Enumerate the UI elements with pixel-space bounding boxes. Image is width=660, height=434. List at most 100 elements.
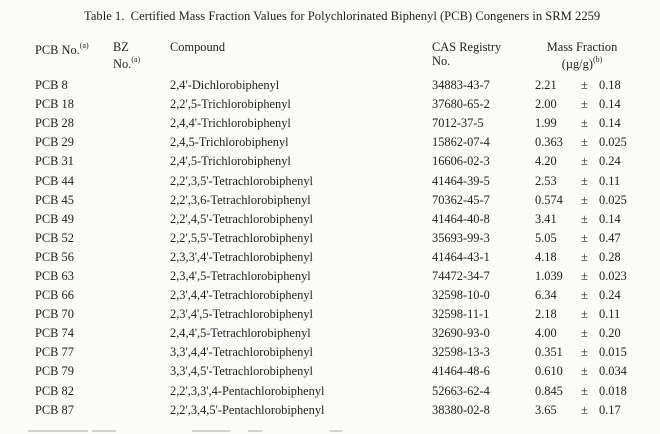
pcb-no-cell: PCB 18 — [35, 97, 74, 112]
cas-number-cell: 34883-43-7 — [432, 78, 490, 93]
plus-minus-sign: ± — [581, 307, 588, 322]
mass-fraction-uncertainty: 0.11 — [599, 307, 621, 322]
plus-minus-sign: ± — [581, 288, 588, 303]
plus-minus-sign: ± — [581, 230, 588, 245]
pcb-no-cell: PCB 74 — [35, 326, 74, 341]
mass-fraction-cell: 1.039 ± 0.023 — [535, 269, 627, 284]
table-row: PCB 87 2,2',3,4,5'-Pentachlorobiphenyl 3… — [0, 401, 660, 420]
column-header-bz-line1: BZ — [113, 40, 129, 54]
mass-fraction-value: 0.574 — [535, 192, 563, 207]
compound-cell: 2,2',5,5'-Tetrachlorobiphenyl — [170, 230, 313, 245]
table-row: PCB 49 2,2',4,5'-Tetrachlorobiphenyl 414… — [0, 210, 660, 229]
mass-fraction-value: 4.00 — [535, 326, 557, 341]
plus-minus-sign: ± — [581, 345, 588, 360]
clipped-footnote-fragment — [28, 430, 88, 432]
plus-minus-sign: ± — [581, 364, 588, 379]
mass-fraction-value: 2.00 — [535, 97, 557, 112]
column-header-cas-line1: CAS Registry — [432, 40, 502, 54]
cas-number-cell: 41464-43-1 — [432, 249, 490, 264]
mass-fraction-uncertainty: 0.14 — [599, 211, 621, 226]
mass-fraction-cell: 0.845 ± 0.018 — [535, 384, 627, 399]
column-header-pcb-no-label: PCB No. — [35, 43, 80, 58]
footnote-marker-a: (a) — [79, 41, 89, 50]
plus-minus-sign: ± — [581, 97, 588, 112]
column-header-mass-fraction: Mass Fraction (µg/g)(b) — [535, 40, 629, 71]
clipped-footnote-fragment — [330, 430, 342, 432]
mass-fraction-value: 3.65 — [535, 402, 557, 417]
mass-fraction-uncertainty: 0.11 — [599, 173, 621, 188]
plus-minus-sign: ± — [581, 211, 588, 226]
mass-fraction-value: 2.21 — [535, 78, 557, 93]
table-row: PCB 52 2,2',5,5'-Tetrachlorobiphenyl 356… — [0, 229, 660, 248]
compound-cell: 2,3,3',4'-Tetrachlorobiphenyl — [170, 249, 313, 264]
mass-fraction-cell: 0.363 ± 0.025 — [535, 135, 627, 150]
mass-fraction-value: 0.845 — [535, 383, 563, 398]
table-row: PCB 77 3,3',4,4'-Tetrachlorobiphenyl 325… — [0, 343, 660, 362]
compound-cell: 3,3',4,5'-Tetrachlorobiphenyl — [170, 364, 313, 379]
pcb-no-cell: PCB 31 — [35, 154, 74, 169]
column-header-bz-no: BZ No.(a) — [113, 40, 140, 71]
compound-cell: 2,2',3,3',4-Pentachlorobiphenyl — [170, 383, 325, 398]
mass-fraction-cell: 6.34 ± 0.24 — [535, 288, 621, 303]
table-row: PCB 56 2,3,3',4'-Tetrachlorobiphenyl 414… — [0, 248, 660, 267]
compound-cell: 2,2',3,5'-Tetrachlorobiphenyl — [170, 173, 313, 188]
mass-fraction-uncertainty: 0.20 — [599, 326, 621, 341]
cas-number-cell: 16606-02-3 — [432, 154, 490, 169]
column-header-pcb-no: PCB No.(a) — [35, 40, 89, 57]
pcb-no-cell: PCB 70 — [35, 307, 74, 322]
mass-fraction-value: 6.34 — [535, 288, 557, 303]
table-row: PCB 45 2,2',3,6-Tetrachlorobiphenyl 7036… — [0, 191, 660, 210]
pcb-no-cell: PCB 56 — [35, 249, 74, 264]
pcb-no-cell: PCB 66 — [35, 288, 74, 303]
cas-number-cell: 41464-48-6 — [432, 364, 490, 379]
cas-number-cell: 32690-93-0 — [432, 326, 490, 341]
pcb-no-cell: PCB 8 — [35, 78, 68, 93]
mass-fraction-uncertainty: 0.17 — [599, 402, 621, 417]
mass-fraction-cell: 0.351 ± 0.015 — [535, 345, 627, 360]
table-row: PCB 66 2,3',4,4'-Tetrachlorobiphenyl 325… — [0, 286, 660, 305]
mass-fraction-uncertainty: 0.14 — [599, 116, 621, 131]
pcb-no-cell: PCB 28 — [35, 116, 74, 131]
cas-number-cell: 70362-45-7 — [432, 192, 490, 207]
mass-fraction-uncertainty: 0.18 — [599, 78, 621, 93]
cas-number-cell: 38380-02-8 — [432, 402, 490, 417]
compound-cell: 3,3',4,4'-Tetrachlorobiphenyl — [170, 345, 313, 360]
table-row: PCB 29 2,4,5-Trichlorobiphenyl 15862-07-… — [0, 133, 660, 152]
pcb-no-cell: PCB 77 — [35, 345, 74, 360]
plus-minus-sign: ± — [581, 383, 588, 398]
cas-number-cell: 41464-39-5 — [432, 173, 490, 188]
table-row: PCB 31 2,4',5-Trichlorobiphenyl 16606-02… — [0, 152, 660, 171]
pcb-no-cell: PCB 45 — [35, 192, 74, 207]
mass-fraction-uncertainty: 0.28 — [599, 249, 621, 264]
mass-fraction-cell: 1.99 ± 0.14 — [535, 116, 621, 131]
mass-fraction-uncertainty: 0.015 — [599, 345, 627, 360]
mass-fraction-cell: 2.53 ± 0.11 — [535, 174, 620, 189]
column-header-cas: CAS Registry No. — [432, 40, 501, 68]
mass-fraction-cell: 3.41 ± 0.14 — [535, 212, 621, 227]
cas-number-cell: 32598-10-0 — [432, 288, 490, 303]
mass-fraction-cell: 2.18 ± 0.11 — [535, 307, 620, 322]
cas-number-cell: 15862-07-4 — [432, 135, 490, 150]
table-row: PCB 18 2,2',5-Trichlorobiphenyl 37680-65… — [0, 95, 660, 114]
cas-number-cell: 41464-40-8 — [432, 211, 490, 226]
plus-minus-sign: ± — [581, 326, 588, 341]
mass-fraction-cell: 2.00 ± 0.14 — [535, 97, 621, 112]
compound-cell: 2,4,4',5-Tetrachlorobiphenyl — [170, 326, 311, 341]
column-header-bz-line2: No. — [113, 57, 132, 72]
compound-cell: 2,2',4,5'-Tetrachlorobiphenyl — [170, 211, 313, 226]
column-header-mass-line2: (µg/g) — [561, 57, 593, 72]
cas-number-cell: 32598-13-3 — [432, 345, 490, 360]
table-row: PCB 8 2,4'-Dichlorobiphenyl 34883-43-7 2… — [0, 76, 660, 95]
compound-cell: 2,3',4,4'-Tetrachlorobiphenyl — [170, 288, 313, 303]
clipped-footnote-fragment — [92, 430, 116, 432]
mass-fraction-cell: 4.20 ± 0.24 — [535, 154, 621, 169]
compound-cell: 2,4,4'-Trichlorobiphenyl — [170, 116, 291, 131]
mass-fraction-uncertainty: 0.025 — [599, 192, 627, 207]
cas-number-cell: 32598-11-1 — [432, 307, 490, 322]
compound-cell: 2,4',5-Trichlorobiphenyl — [170, 154, 291, 169]
mass-fraction-value: 2.18 — [535, 307, 557, 322]
mass-fraction-cell: 0.574 ± 0.025 — [535, 193, 627, 208]
mass-fraction-cell: 5.05 ± 0.47 — [535, 231, 621, 246]
cas-number-cell: 7012-37-5 — [432, 116, 484, 131]
